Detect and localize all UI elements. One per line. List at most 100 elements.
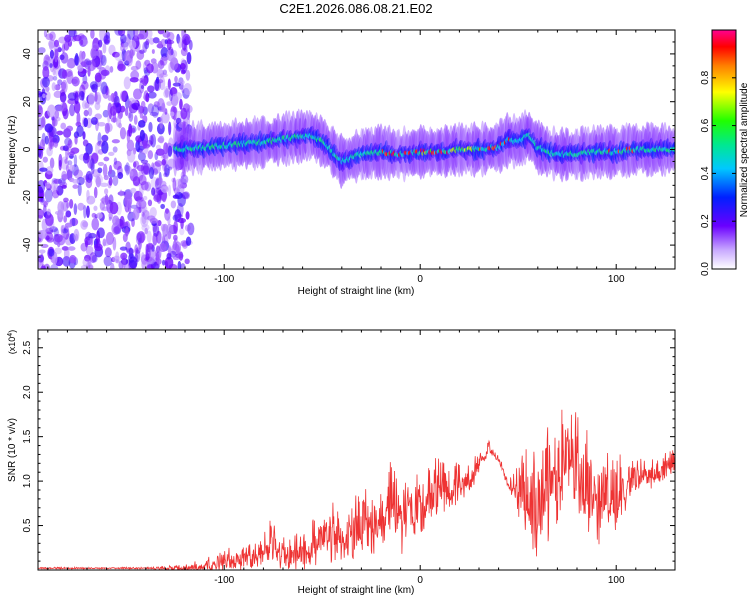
noise-blob: [51, 82, 57, 92]
noise-blob: [76, 111, 81, 126]
noise-blob: [115, 251, 120, 263]
noise-blob: [129, 48, 134, 59]
noise-blob: [149, 207, 157, 218]
noise-blob: [169, 89, 173, 102]
noise-blob: [52, 134, 60, 144]
noise-blob: [120, 34, 127, 44]
noise-blob: [146, 230, 152, 243]
x-tick-label: 100: [608, 575, 625, 586]
snr-y-axis-label: SNR (10 * v/v): [7, 418, 18, 482]
noise-blob: [165, 208, 169, 214]
noise-blob: [71, 217, 76, 227]
noise-blob: [69, 254, 77, 264]
noise-blob: [47, 104, 56, 118]
noise-blob: [107, 95, 113, 102]
noise-blob: [66, 201, 70, 209]
noise-blob: [172, 177, 177, 192]
noise-blob: [148, 166, 154, 179]
noise-blob: [91, 152, 99, 164]
noise-blob: [179, 227, 185, 236]
noise-blob: [173, 220, 179, 235]
noise-blob: [103, 174, 109, 181]
noise-blob: [38, 104, 43, 118]
noise-blob: [185, 236, 192, 246]
noise-blob: [142, 140, 148, 149]
noise-blob: [90, 116, 98, 125]
y-tick-label: -40: [22, 237, 33, 252]
noise-blob: [100, 197, 109, 203]
noise-blob: [38, 229, 47, 239]
noise-blob: [49, 63, 53, 68]
noise-blob: [179, 63, 186, 70]
noise-blob: [80, 39, 84, 46]
noise-blob: [164, 87, 169, 98]
noise-blob: [162, 69, 168, 76]
noise-blob: [82, 139, 89, 147]
noise-blob: [91, 83, 98, 93]
noise-blob: [97, 132, 102, 146]
noise-blob: [109, 105, 117, 116]
noise-blob: [177, 37, 183, 49]
noise-blob: [105, 231, 114, 246]
noise-blob: [149, 217, 159, 224]
noise-blob: [174, 92, 183, 100]
noise-blob: [153, 187, 162, 201]
noise-blob: [131, 127, 136, 133]
noise-blob: [159, 73, 168, 78]
noise-blob: [42, 65, 50, 79]
noise-blob: [186, 108, 191, 121]
noise-blob: [151, 104, 160, 118]
noise-blob: [62, 246, 69, 251]
noise-blob: [57, 208, 64, 218]
spectrogram-panel: -100 0 100 -40 -20 0 20 40 Height of straight …: [7, 29, 676, 297]
noise-blob: [142, 205, 148, 214]
noise-blob: [172, 194, 180, 199]
snr-frame: [37, 329, 676, 571]
noise-blob: [59, 91, 67, 103]
noise-blob: [180, 47, 188, 57]
noise-blob: [183, 82, 192, 96]
noise-blob: [69, 198, 74, 209]
spectrogram-y-axis-label: Frequency (Hz): [7, 116, 18, 185]
noise-blob: [68, 30, 76, 38]
noise-blob: [149, 135, 154, 146]
noise-blob: [166, 38, 172, 51]
noise-blob: [44, 188, 53, 203]
noise-blob: [119, 189, 123, 197]
noise-blob: [188, 39, 193, 51]
noise-blob: [172, 234, 178, 241]
noise-blob: [82, 257, 90, 267]
noise-blob: [153, 101, 160, 108]
noise-blob: [56, 185, 64, 196]
noise-blob: [110, 117, 118, 123]
noise-blob: [125, 162, 130, 176]
noise-blob: [72, 178, 80, 184]
noise-blob: [63, 197, 69, 203]
noise-blob: [40, 138, 45, 151]
noise-blob: [88, 232, 97, 239]
noise-blob: [65, 210, 72, 218]
noise-blob: [146, 242, 154, 250]
noise-blob: [61, 174, 69, 181]
noise-blob: [170, 200, 177, 209]
noise-blob: [46, 146, 53, 157]
noise-blob: [67, 92, 77, 101]
noise-blob: [114, 91, 118, 97]
noise-blob: [159, 76, 166, 91]
noise-blob: [148, 37, 155, 45]
noise-blob: [38, 179, 46, 194]
noise-blob: [95, 176, 101, 188]
noise-blob: [94, 72, 102, 83]
noise-blob: [53, 39, 60, 48]
noise-blob: [125, 226, 129, 237]
noise-blob: [110, 262, 115, 269]
noise-blob: [140, 159, 149, 164]
noise-blob: [88, 92, 95, 106]
noise-blob: [113, 160, 122, 171]
spectrogram-y-ticks: -40 -20 0 20 40: [22, 29, 675, 270]
snr-x-ticks: -100 0 100: [47, 330, 676, 586]
noise-blob: [108, 151, 115, 157]
noise-blob: [74, 135, 78, 145]
noise-blob: [120, 252, 128, 260]
noise-blob: [62, 145, 69, 152]
